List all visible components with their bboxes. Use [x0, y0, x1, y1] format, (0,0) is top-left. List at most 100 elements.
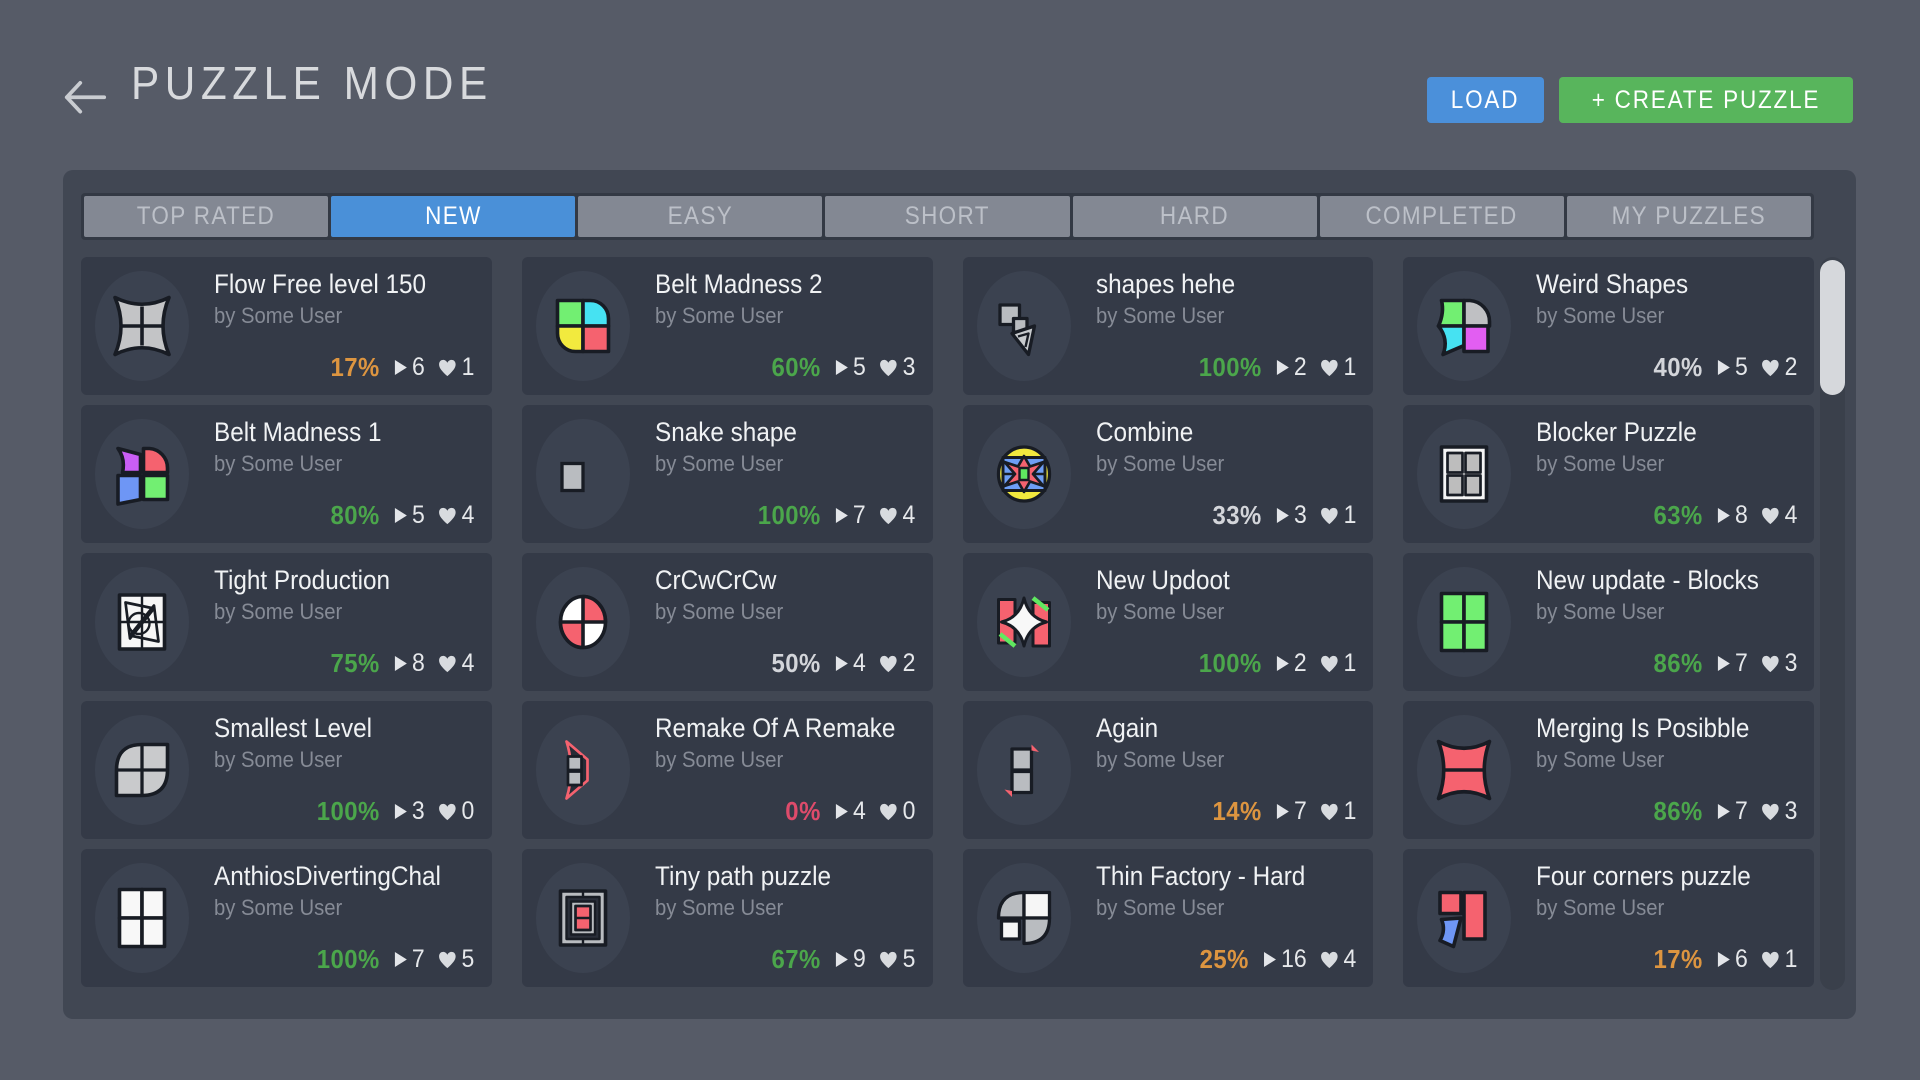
heart-icon	[1762, 951, 1779, 968]
puzzle-author: by Some User	[654, 895, 783, 920]
puzzle-card[interactable]: Again by Some User 14% 7 1	[962, 701, 1374, 839]
play-count: 5	[394, 501, 425, 530]
load-button-label: LOAD	[1451, 85, 1520, 114]
thin-factory-icon	[996, 890, 1051, 946]
puzzle-card[interactable]: Tiny path puzzle by Some User 67% 9 5	[521, 849, 933, 987]
heart-icon	[1762, 655, 1779, 672]
puzzle-thumbnail	[976, 419, 1071, 529]
heart-icon	[1321, 359, 1338, 376]
star4-red-icon	[1436, 739, 1492, 801]
puzzle-card[interactable]: CrCwCrCw by Some User 50% 4 2	[521, 553, 933, 691]
back-button[interactable]	[62, 80, 108, 118]
quad-belt2-icon	[555, 298, 611, 354]
play-icon	[394, 804, 407, 819]
puzzle-card[interactable]: Tight Production by Some User 75% 8 4	[81, 553, 492, 691]
puzzle-title: CrCwCrCw	[654, 565, 777, 595]
puzzle-card[interactable]: AnthiosDivertingChal by Some User 100% 7 5	[81, 849, 492, 987]
puzzle-author: by Some User	[1536, 599, 1665, 624]
star4-gray-icon	[113, 295, 171, 357]
puzzle-author: by Some User	[214, 747, 343, 772]
puzzle-card[interactable]: Smallest Level by Some User 100% 3 0	[81, 701, 492, 839]
load-button[interactable]: LOAD	[1427, 77, 1544, 123]
play-count-value: 9	[853, 945, 866, 973]
heart-icon	[1321, 951, 1338, 968]
puzzle-title: Merging Is Posibble	[1536, 713, 1750, 743]
tab-hard[interactable]: HARD	[1072, 196, 1317, 237]
puzzle-card[interactable]: New Updoot by Some User 100% 2 1	[962, 553, 1374, 691]
puzzle-card[interactable]: Flow Free level 150 by Some User 17% 6 1	[81, 257, 492, 395]
like-count-value: 1	[461, 353, 475, 381]
play-count-value: 5	[853, 353, 866, 381]
play-count-value: 7	[1734, 797, 1748, 825]
puzzle-title: New update - Blocks	[1536, 565, 1760, 595]
puzzle-author: by Some User	[654, 599, 783, 624]
puzzle-thumbnail	[976, 271, 1071, 381]
puzzle-card[interactable]: Blocker Puzzle by Some User 63% 8 4	[1403, 405, 1814, 543]
puzzle-thumbnail	[535, 863, 630, 973]
arrow-left-icon	[64, 80, 107, 114]
tab-label: COMPLETED	[1365, 202, 1518, 230]
puzzle-card[interactable]: Snake shape by Some User 100% 7 4	[521, 405, 933, 543]
tab-easy[interactable]: EASY	[578, 196, 823, 237]
like-count-value: 4	[1784, 501, 1797, 529]
puzzle-stats: 40% 5 2	[1653, 352, 1797, 383]
puzzle-card[interactable]: Four corners puzzle by Some User 17% 6 1	[1403, 849, 1814, 987]
scrollbar-thumb[interactable]	[1820, 260, 1845, 395]
puzzle-title: Four corners puzzle	[1536, 861, 1751, 891]
create-puzzle-button[interactable]: + CREATE PUZZLE	[1559, 77, 1853, 123]
puzzle-stats: 25% 16 4	[1200, 944, 1357, 975]
heart-icon	[439, 803, 457, 820]
play-count: 5	[835, 353, 866, 382]
play-icon	[1717, 804, 1730, 819]
play-count: 3	[394, 797, 425, 826]
puzzle-title: Tiny path puzzle	[654, 861, 831, 891]
puzzle-card[interactable]: Merging Is Posibble by Some User 86% 7 3	[1403, 701, 1814, 839]
tab-completed[interactable]: COMPLETED	[1319, 196, 1564, 237]
play-count-value: 6	[1734, 945, 1748, 973]
completion-percent: 40%	[1653, 352, 1703, 382]
heart-icon	[1321, 655, 1338, 672]
shapes-hehe-icon	[997, 303, 1036, 357]
puzzle-stats: 100% 2 1	[1199, 648, 1357, 679]
puzzle-thumbnail	[95, 567, 189, 677]
play-icon	[1276, 360, 1289, 375]
puzzle-title: New Updoot	[1095, 565, 1230, 595]
heart-icon	[880, 359, 898, 376]
puzzle-thumbnail	[535, 419, 630, 529]
play-icon	[1276, 656, 1289, 671]
puzzle-thumbnail	[1417, 715, 1512, 825]
tab-short[interactable]: SHORT	[825, 196, 1070, 237]
puzzle-stats: 75% 8 4	[331, 648, 475, 679]
puzzle-card[interactable]: Weird Shapes by Some User 40% 5 2	[1403, 257, 1814, 395]
like-count: 2	[880, 649, 916, 678]
puzzle-card[interactable]: Remake Of A Remake by Some User 0% 4 0	[521, 701, 933, 839]
tab-top-rated[interactable]: TOP RATED	[84, 196, 329, 237]
completion-percent: 100%	[757, 500, 821, 530]
puzzle-title: AnthiosDivertingChal	[214, 861, 441, 891]
puzzle-card[interactable]: shapes hehe by Some User 100% 2 1	[962, 257, 1374, 395]
puzzle-card[interactable]: Thin Factory - Hard by Some User 25% 16 4	[962, 849, 1374, 987]
puzzle-card[interactable]: Belt Madness 1 by Some User 80% 5 4	[81, 405, 492, 543]
play-count: 4	[835, 649, 866, 678]
like-count: 0	[439, 797, 475, 826]
puzzle-thumbnail	[976, 567, 1071, 677]
blocker-grid-icon	[1439, 445, 1489, 503]
like-count: 4	[880, 501, 916, 530]
puzzle-card[interactable]: Combine by Some User 33% 3 1	[962, 405, 1374, 543]
like-count-value: 3	[1784, 797, 1797, 825]
puzzle-card[interactable]: Belt Madness 2 by Some User 60% 5 3	[521, 257, 933, 395]
play-icon	[1717, 508, 1730, 523]
tab-my-puzzles[interactable]: MY PUZZLES	[1566, 196, 1811, 237]
tab-new[interactable]: NEW	[331, 196, 576, 237]
puzzle-author: by Some User	[1536, 451, 1665, 476]
heart-icon	[880, 507, 898, 524]
play-icon	[835, 952, 848, 967]
puzzle-stats: 63% 8 4	[1653, 500, 1797, 531]
like-count-value: 1	[1343, 797, 1357, 825]
play-count: 7	[1716, 649, 1747, 678]
puzzle-card[interactable]: New update - Blocks by Some User 86% 7 3	[1403, 553, 1814, 691]
snake-square-icon	[560, 461, 585, 493]
scrollbar-track[interactable]	[1820, 257, 1845, 990]
play-icon	[1263, 952, 1276, 967]
